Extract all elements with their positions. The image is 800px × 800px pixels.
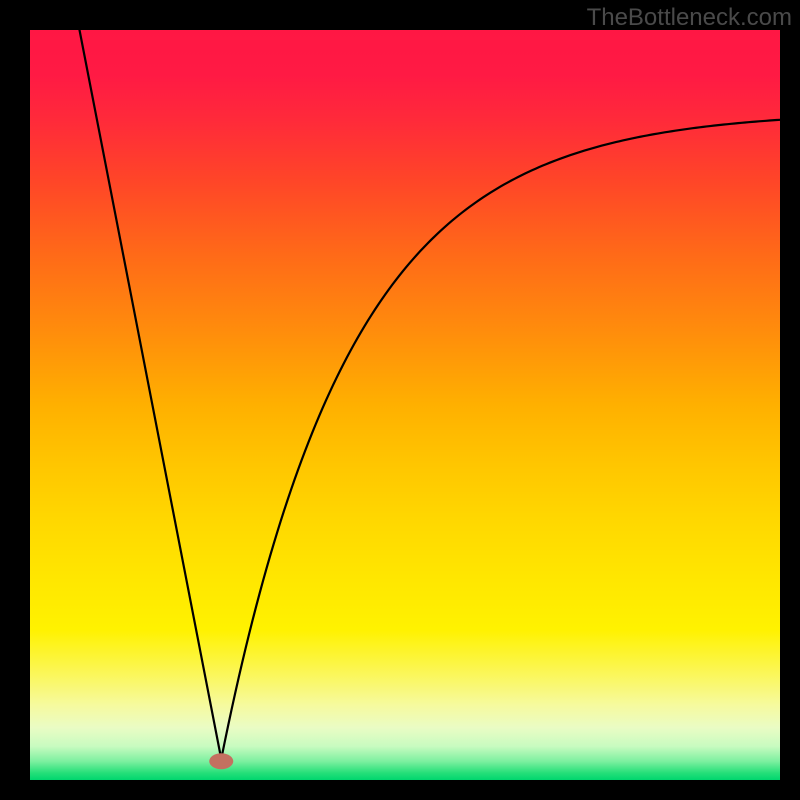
watermark-text: TheBottleneck.com [587, 4, 792, 32]
bottleneck-chart [0, 0, 800, 800]
chart-frame: TheBottleneck.com [0, 0, 800, 800]
